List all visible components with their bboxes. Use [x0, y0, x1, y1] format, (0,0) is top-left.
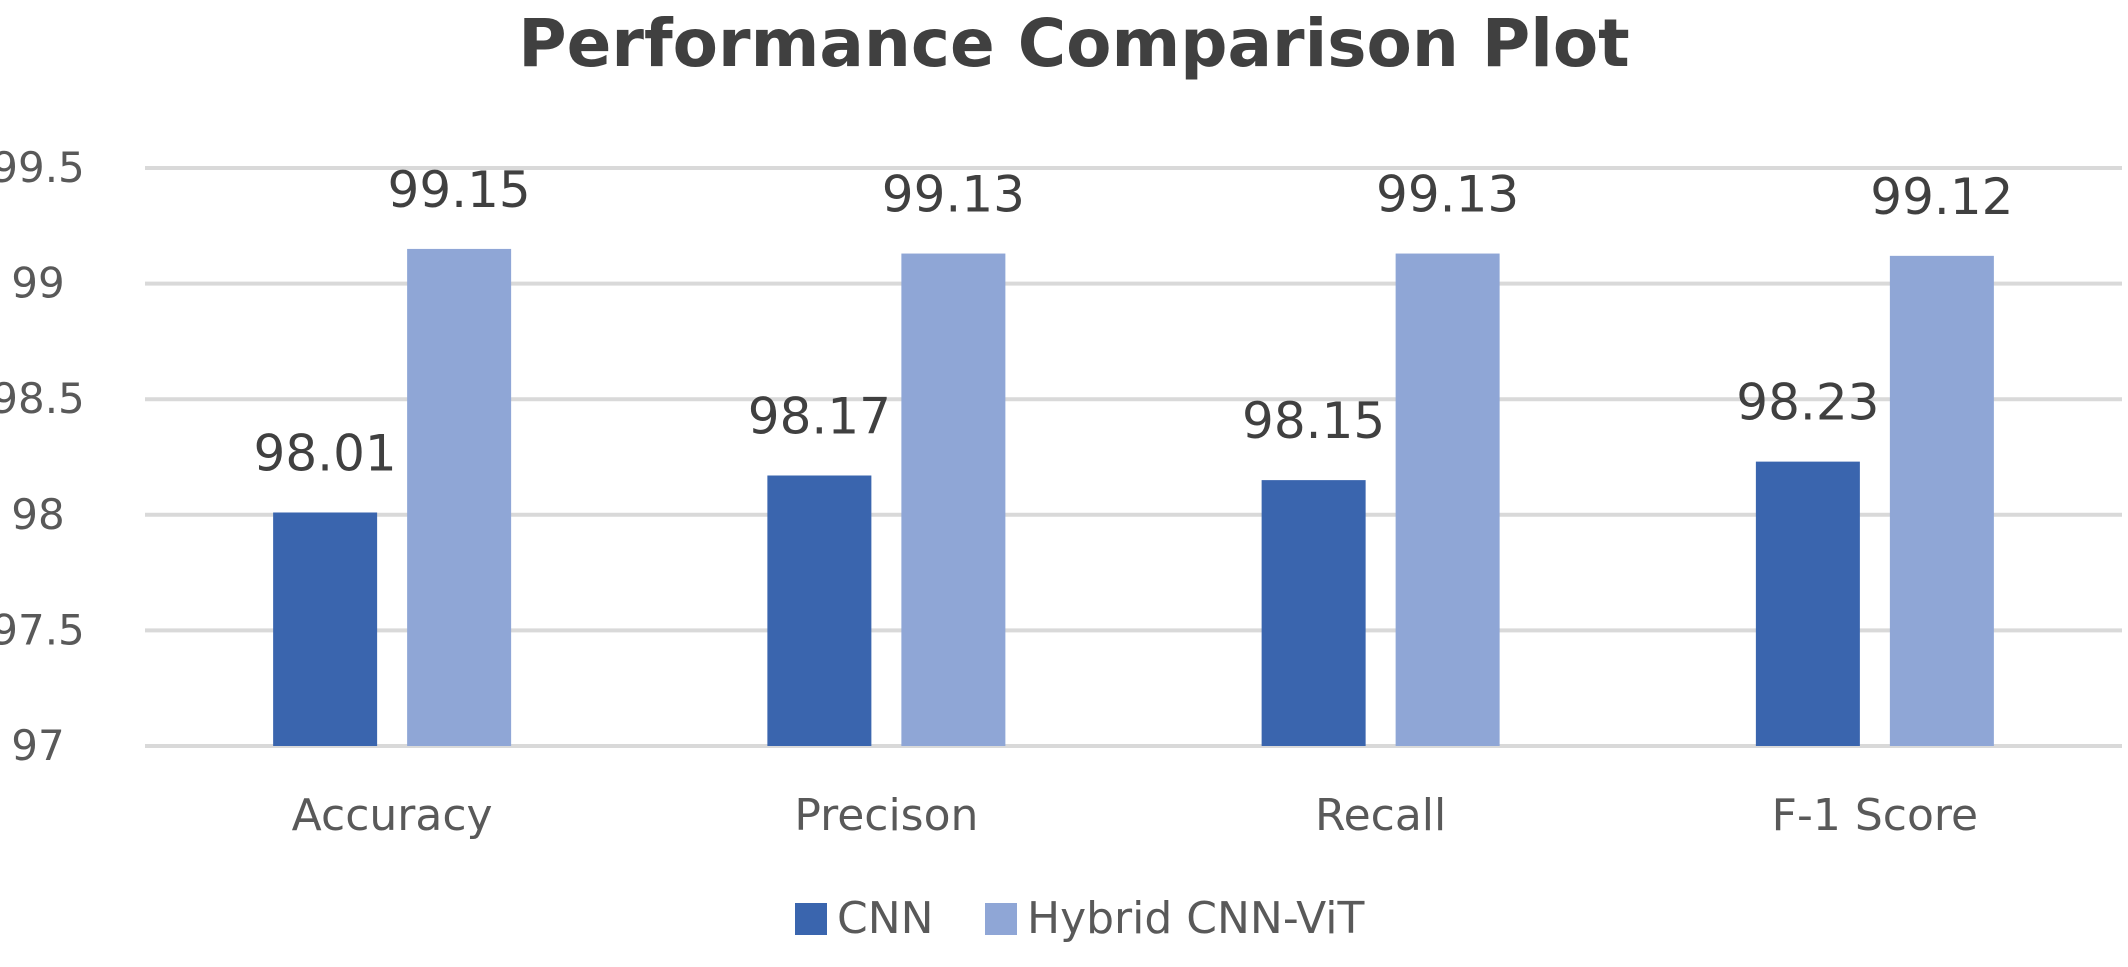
y-tick-label: 98 [11, 490, 64, 539]
bar-hybrid-cnn-vit [1395, 253, 1500, 746]
bar-cnn [1261, 480, 1366, 746]
y-tick-label: 99 [11, 259, 64, 308]
bar-hybrid-cnn-vit [407, 248, 512, 747]
data-label: 99.12 [1870, 168, 2013, 226]
category-label: Precison [794, 790, 978, 841]
y-tick-label: 98.5 [0, 374, 85, 423]
x-axis-categories: Accuracy Precison Recall F-1 Score [292, 790, 1978, 841]
bar-hybrid-cnn-vit [1889, 255, 1994, 746]
data-label: 98.23 [1736, 374, 1879, 432]
category-label: F-1 Score [1772, 790, 1978, 841]
data-label: 99.13 [1376, 166, 1519, 224]
y-tick-label: 97 [11, 721, 64, 770]
data-label: 99.15 [388, 161, 531, 219]
category-label: Recall [1315, 790, 1446, 841]
bar-hybrid-cnn-vit [901, 253, 1006, 746]
legend: CNN Hybrid CNN-ViT [795, 893, 1364, 944]
bar-cnn [273, 512, 378, 746]
legend-swatch [795, 903, 827, 935]
bar-cnn [767, 475, 872, 746]
data-label: 99.13 [882, 166, 1025, 224]
y-tick-label: 99.5 [0, 143, 85, 192]
data-label: 98.15 [1242, 392, 1385, 450]
legend-swatch [985, 903, 1017, 935]
bar-cnn [1755, 461, 1860, 746]
y-axis-ticks: 97 97.5 98 98.5 99 99.5 [0, 143, 85, 770]
bars [273, 248, 1994, 747]
data-label: 98.01 [254, 424, 397, 482]
legend-label: CNN [837, 893, 934, 944]
data-label: 98.17 [748, 387, 891, 445]
data-labels: 98.01 99.15 98.17 99.13 98.15 99.13 98.23 99.12 [254, 161, 2014, 483]
chart-title: Performance Comparison Plot [518, 5, 1629, 82]
category-label: Accuracy [292, 790, 493, 841]
legend-label: Hybrid CNN-ViT [1027, 893, 1364, 944]
y-tick-label: 97.5 [0, 605, 85, 654]
